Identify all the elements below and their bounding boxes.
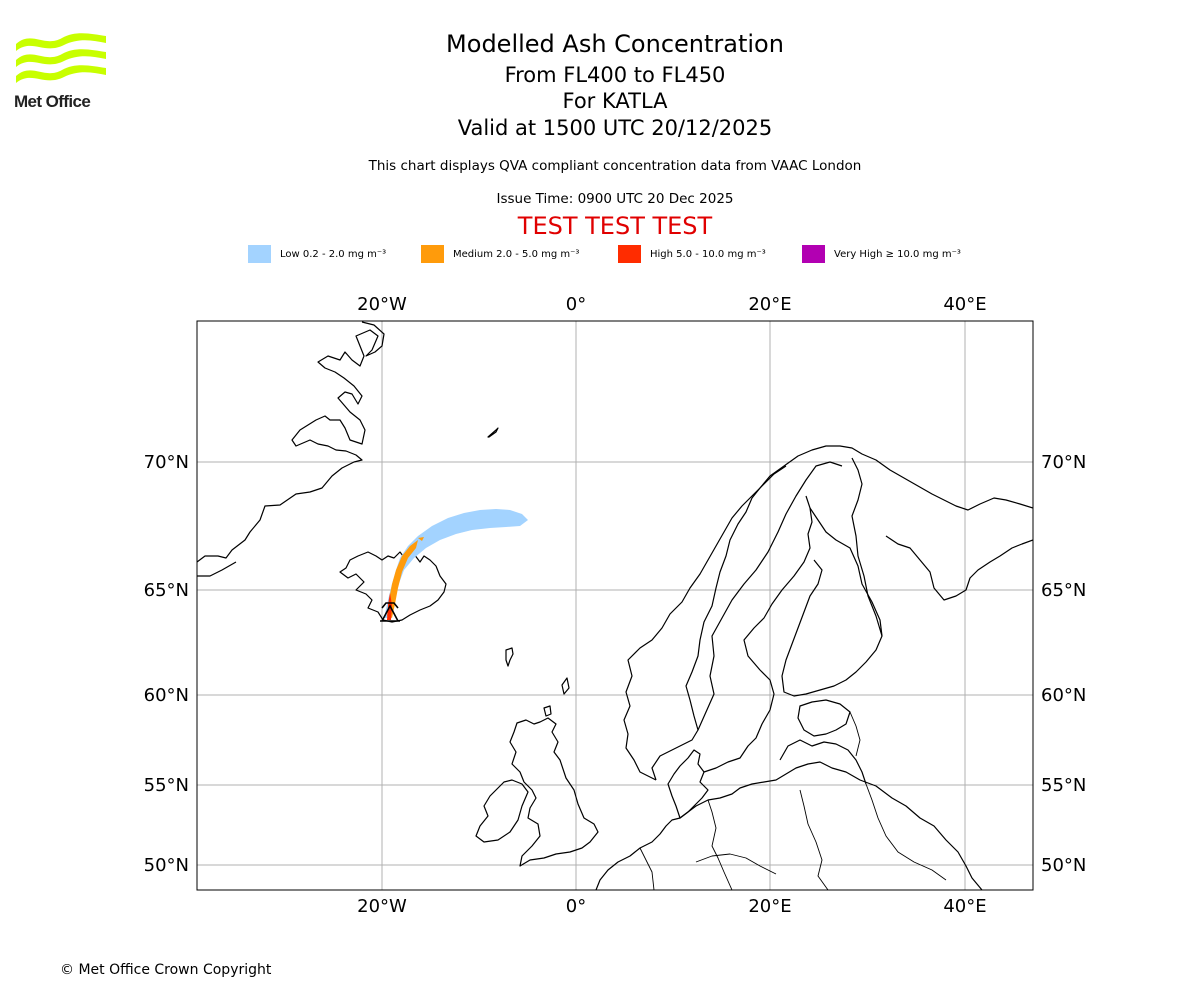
legend-label-high: High 5.0 - 10.0 mg m⁻³ xyxy=(650,248,766,260)
lat-label-left-60n: 60°N xyxy=(144,685,189,706)
met-office-logo-icon xyxy=(16,33,106,83)
legend-label-low: Low 0.2 - 2.0 mg m⁻³ xyxy=(280,248,387,260)
latvia-lithuania-coast xyxy=(779,739,867,785)
denmark-coastline xyxy=(667,749,709,819)
jan-mayen-island xyxy=(487,427,499,438)
scandinavia-coastline xyxy=(651,445,1033,781)
lat-label-right-50n: 50°N xyxy=(1041,855,1086,876)
valid-time: Valid at 1500 UTC 20/12/2025 xyxy=(457,116,773,140)
map-frame xyxy=(196,320,1034,891)
czech-border xyxy=(695,853,777,875)
belarus-border xyxy=(865,783,947,881)
legend-item-medium: Medium 2.0 - 5.0 mg m⁻³ xyxy=(421,244,579,264)
faroe-islands xyxy=(505,647,514,667)
finland-coastline xyxy=(781,507,883,697)
france-belgium-border xyxy=(639,847,655,890)
chart-subtitle: This chart displays QVA compliant concen… xyxy=(368,158,862,174)
greenland-coastline xyxy=(197,321,385,563)
legend-swatch-medium xyxy=(421,245,444,263)
volcano-name: For KATLA xyxy=(562,89,668,113)
copyright-notice: © Met Office Crown Copyright xyxy=(60,962,272,978)
ash-plume-low xyxy=(384,509,528,618)
lat-label-left-55n: 55°N xyxy=(144,775,189,796)
shetland-islands xyxy=(561,677,570,695)
great-britain-coastline xyxy=(509,717,599,867)
legend-item-high: High 5.0 - 10.0 mg m⁻³ xyxy=(618,244,766,264)
lon-label-top-0: 0° xyxy=(566,294,586,315)
ireland-coastline xyxy=(475,779,529,843)
norway-west-coast xyxy=(623,465,787,781)
lon-label-top-20e: 20°E xyxy=(748,294,791,315)
legend-label-very-high: Very High ≥ 10.0 mg m⁻³ xyxy=(834,248,961,260)
norway-sweden-border xyxy=(697,461,843,731)
legend-swatch-low xyxy=(248,245,271,263)
lon-label-bottom-20e: 20°E xyxy=(748,896,791,917)
test-banner: TEST TEST TEST xyxy=(517,212,713,240)
finland-russia-border xyxy=(851,457,883,637)
ash-plume-medium xyxy=(387,540,418,618)
legend-swatch-high xyxy=(618,245,641,263)
met-office-logo-text: Met Office xyxy=(14,92,91,111)
legend-item-very-high: Very High ≥ 10.0 mg m⁻³ xyxy=(802,244,961,264)
lon-label-top-40e: 40°E xyxy=(943,294,986,315)
legend-swatch-very-high xyxy=(802,245,825,263)
chart-title: Modelled Ash Concentration xyxy=(446,30,784,58)
volcano-marker-icon xyxy=(380,602,400,622)
sweden-baltic-coast xyxy=(703,495,813,773)
ash-plume xyxy=(384,509,528,620)
kola-peninsula-coastline xyxy=(885,535,1033,601)
baltic-states-coastline xyxy=(797,699,851,737)
lat-label-left-65n: 65°N xyxy=(144,580,189,601)
lat-label-right-65n: 65°N xyxy=(1041,580,1086,601)
lon-label-top-20w: 20°W xyxy=(357,294,407,315)
iceland-coastline xyxy=(339,551,447,623)
lat-label-left-70n: 70°N xyxy=(144,452,189,473)
lat-label-right-55n: 55°N xyxy=(1041,775,1086,796)
lat-label-right-70n: 70°N xyxy=(1041,452,1086,473)
map-gridlines xyxy=(197,321,1033,890)
germany-poland-border xyxy=(707,799,733,890)
lon-label-bottom-40e: 40°E xyxy=(943,896,986,917)
flight-level-range: From FL400 to FL450 xyxy=(504,63,726,87)
ash-plume-medium-fleck xyxy=(418,537,424,541)
legend-label-medium: Medium 2.0 - 5.0 mg m⁻³ xyxy=(453,248,580,260)
lon-label-bottom-20w: 20°W xyxy=(357,896,407,917)
poland-east-border xyxy=(799,789,829,890)
estonia-russia-border xyxy=(849,711,861,757)
lat-label-left-50n: 50°N xyxy=(144,855,189,876)
greenland-coastline-east xyxy=(197,561,237,577)
issue-time: Issue Time: 0900 UTC 20 Dec 2025 xyxy=(496,191,734,207)
legend-item-low: Low 0.2 - 2.0 mg m⁻³ xyxy=(248,244,386,264)
lon-label-bottom-0: 0° xyxy=(566,896,586,917)
continental-europe-coastline xyxy=(595,761,983,890)
lat-label-right-60n: 60°N xyxy=(1041,685,1086,706)
orkney-islands xyxy=(543,705,552,717)
